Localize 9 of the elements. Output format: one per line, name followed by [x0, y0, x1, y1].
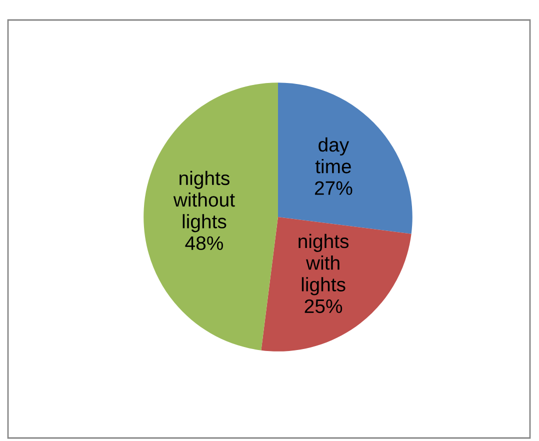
pie-slice — [278, 82, 412, 234]
data-label: 25% — [304, 299, 342, 314]
pie-slice — [261, 217, 412, 352]
data-label: 48% — [185, 236, 223, 250]
pie-slice — [144, 82, 278, 350]
slice-label: nights with lights — [298, 234, 349, 296]
slice-label: day time — [315, 137, 351, 174]
data-label: 27% — [314, 181, 352, 195]
slice-label: nights without lights — [173, 170, 235, 232]
